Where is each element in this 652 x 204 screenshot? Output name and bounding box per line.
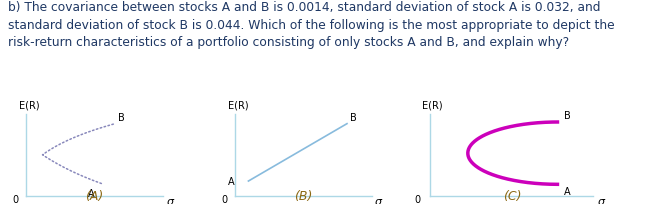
Text: 0: 0 [12,194,18,204]
Text: $\sigma$: $\sigma$ [374,196,384,204]
Text: 0: 0 [221,194,227,204]
Text: $\sigma$: $\sigma$ [597,196,606,204]
Text: A: A [87,188,95,198]
Text: B: B [564,111,570,121]
Text: (A): (A) [85,189,104,202]
Text: A: A [228,176,235,186]
Text: B: B [118,112,125,122]
Text: (C): (C) [503,189,521,202]
Text: (B): (B) [294,189,312,202]
Text: E(R): E(R) [228,100,248,110]
Text: E(R): E(R) [20,100,40,110]
Text: b) The covariance between stocks A and B is 0.0014, standard deviation of stock : b) The covariance between stocks A and B… [8,1,614,49]
Text: A: A [564,186,570,196]
Text: 0: 0 [414,194,420,204]
Text: $\sigma$: $\sigma$ [166,196,175,204]
Text: B: B [349,112,357,122]
Text: E(R): E(R) [422,100,443,110]
